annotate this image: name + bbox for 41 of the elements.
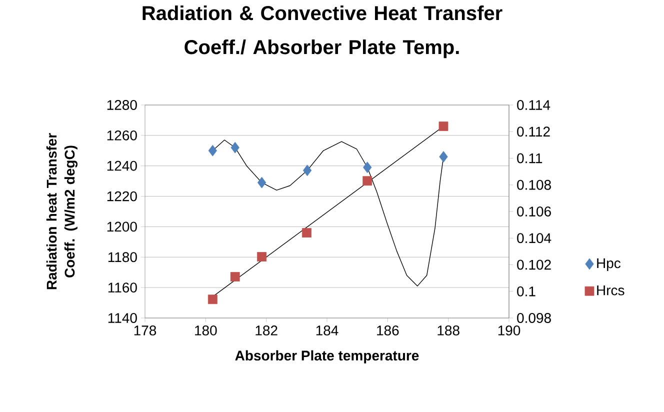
y2-tick-label: 0.104 [517, 233, 552, 244]
y2-tick-label: 0.112 [517, 126, 550, 137]
x-tick-label: 186 [377, 326, 399, 336]
y-tick-label: 1240 [107, 160, 137, 171]
x-tick-label: 190 [498, 326, 520, 336]
y2-tick-label: 0.11 [517, 153, 542, 164]
y-tick-label: 1280 [107, 100, 137, 110]
chart-title: Radiation & Convective Heat Transfer Coeff./ Absorber Plate Temp. [142, 6, 502, 58]
x-tick-label: 178 [134, 326, 156, 336]
y2-tick-label: 0.114 [517, 100, 550, 110]
y-tick-label: 1160 [108, 282, 137, 293]
x-tick-label: 180 [195, 326, 217, 336]
point [362, 176, 372, 186]
legend-label: Hpc [597, 258, 621, 271]
y-tick-label: 1140 [108, 313, 137, 323]
x-tick-label: 184 [316, 326, 338, 336]
y-tick-label: 1260 [107, 130, 137, 140]
point [257, 176, 266, 188]
x-tick-label: 182 [256, 326, 278, 336]
legend-label: Hrcs [597, 286, 624, 296]
y2-tick-label: 0.106 [517, 206, 551, 216]
point [230, 272, 240, 282]
x-tick-label: 188 [438, 326, 460, 336]
point [208, 144, 217, 156]
point [230, 142, 240, 154]
y-tick-label: 1200 [107, 222, 137, 232]
point [363, 162, 372, 174]
y-tick-label: 1220 [107, 191, 137, 202]
y-tick-label: 1180 [108, 252, 137, 262]
point [439, 151, 448, 162]
y2-tick-label: 0.098 [517, 313, 551, 323]
y2-tick-label: 0.108 [517, 180, 551, 190]
x-axis-title: Absorber Plate temperature [235, 350, 419, 364]
point [257, 252, 266, 262]
point [438, 122, 448, 131]
y2-tick-label: 0.1 [517, 286, 536, 296]
point [302, 228, 312, 238]
point [302, 164, 312, 176]
y2-tick-label: 0.102 [517, 260, 551, 270]
y-axis-title: Radiation heat Transfer Coeff. (W/m2 degC) [46, 133, 78, 290]
point [208, 294, 218, 304]
